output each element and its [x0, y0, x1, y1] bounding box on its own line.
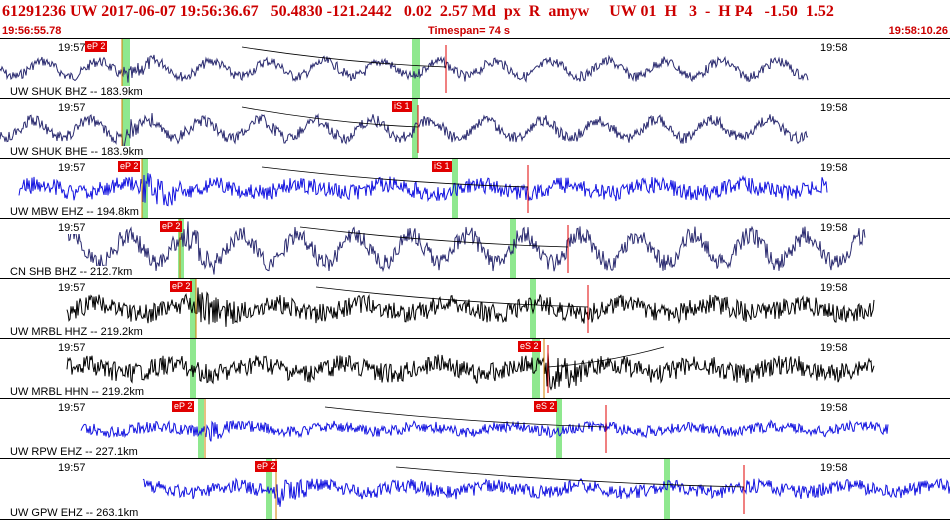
time-tick: 19:57 [58, 282, 86, 294]
coda-curve [261, 166, 529, 188]
phase-pick[interactable]: iS 1 [392, 101, 412, 112]
waveform-3 [66, 219, 866, 279]
coda-curve [315, 286, 589, 308]
seismogram-trace [66, 221, 866, 275]
phase-window [178, 219, 184, 279]
waveform-2 [18, 159, 828, 219]
time-tick: 19:57 [58, 42, 86, 54]
station-label: UW MBW EHZ -- 194.8km [10, 206, 139, 218]
timespan-label: Timespan= 74 s [428, 25, 511, 37]
waveform-1 [0, 99, 809, 159]
station-label: UW MRBL HHN -- 219.2km [10, 386, 145, 398]
time-tick: 19:58 [820, 102, 848, 114]
phase-pick[interactable]: eP 2 [170, 281, 193, 292]
time-tick: 19:58 [820, 162, 848, 174]
event-summary-text: 61291236 UW 2017-06-07 19:56:36.67 50.48… [2, 3, 834, 20]
trace-panel-7[interactable]: 19:57 19:58 eP 2 UW GPW EHZ -- 263.1km [0, 458, 950, 520]
phase-pick[interactable]: iS 1 [432, 161, 452, 172]
time-axis-header: 19:56:55.78 Timespan= 74 s 19:58:10.26 [0, 24, 950, 38]
station-label: UW RPW EHZ -- 227.1km [10, 446, 138, 458]
phase-window [412, 39, 420, 99]
coda-curve [241, 106, 419, 128]
time-tick: 19:57 [58, 222, 86, 234]
phase-window [266, 459, 272, 520]
phase-window [556, 399, 562, 459]
trace-panel-4[interactable]: 19:57 19:58 eP 2 UW MRBL HHZ -- 219.2km [0, 278, 950, 339]
trace-panel-1[interactable]: 19:57 19:58 iS 1 UW SHUK BHE -- 183.9km [0, 98, 950, 159]
time-tick: 19:58 [820, 42, 848, 54]
time-tick: 19:57 [58, 462, 86, 474]
time-tick: 19:58 [820, 462, 848, 474]
time-tick: 19:57 [58, 102, 86, 114]
station-label: UW MRBL HHZ -- 219.2km [10, 326, 143, 338]
station-label: UW SHUK BHE -- 183.9km [10, 146, 144, 158]
trace-panel-2[interactable]: 19:57 19:58 eP 2 iS 1 UW MBW EHZ -- 194.… [0, 158, 950, 219]
seismogram-trace [0, 54, 809, 83]
waveform-7 [142, 459, 950, 520]
trace-panel-3[interactable]: 19:57 19:58 eP 2 CN SHB BHZ -- 212.7km [0, 218, 950, 279]
waveform-6 [80, 399, 889, 459]
phase-pick[interactable]: eP 2 [172, 401, 195, 412]
station-label: CN SHB BHZ -- 212.7km [10, 266, 133, 278]
end-time: 19:58:10.26 [888, 25, 948, 37]
phase-pick[interactable]: eP 2 [160, 221, 183, 232]
waveform-0 [0, 39, 809, 99]
seismogram-trace [66, 352, 875, 391]
trace-panel-6[interactable]: 19:57 19:58 eP 2 eS 2 UW RPW EHZ -- 227.… [0, 398, 950, 459]
phase-window [198, 399, 204, 459]
seismogram-trace [80, 419, 889, 442]
time-tick: 19:58 [820, 342, 848, 354]
seismogram-trace [0, 113, 809, 150]
station-label: UW SHUK BHZ -- 183.9km [10, 86, 143, 98]
phase-window [412, 99, 418, 159]
phase-pick[interactable]: eP 2 [255, 461, 278, 472]
phase-window [452, 159, 458, 219]
coda-curve [324, 406, 607, 428]
phase-window [530, 279, 536, 339]
phase-window [122, 39, 130, 99]
phase-window [190, 339, 196, 399]
start-time: 19:56:55.78 [2, 25, 62, 37]
time-tick: 19:57 [58, 342, 86, 354]
time-tick: 19:58 [820, 402, 848, 414]
event-header-title: 61291236 UW 2017-06-07 19:56:36.67 50.48… [0, 0, 950, 24]
coda-curve [547, 346, 665, 368]
time-tick: 19:58 [820, 282, 848, 294]
phase-pick[interactable]: eS 2 [534, 401, 557, 412]
trace-panel-0[interactable]: 19:57 19:58 eP 2 UW SHUK BHZ -- 183.9km [0, 38, 950, 99]
station-label: UW GPW EHZ -- 263.1km [10, 507, 139, 519]
time-tick: 19:57 [58, 402, 86, 414]
phase-window [122, 99, 130, 159]
waveform-4 [66, 279, 875, 339]
phase-pick[interactable]: eS 2 [518, 341, 541, 352]
time-tick: 19:57 [58, 162, 86, 174]
seismogram-trace [18, 173, 828, 207]
time-tick: 19:58 [820, 222, 848, 234]
phase-pick[interactable]: eP 2 [118, 161, 141, 172]
seismogram-trace [66, 287, 875, 327]
coda-curve [395, 466, 745, 488]
trace-panel-5[interactable]: 19:57 19:58 eS 2 UW MRBL HHN -- 219.2km [0, 338, 950, 399]
coda-curve [241, 46, 447, 68]
phase-pick[interactable]: eP 2 [85, 41, 108, 52]
waveform-5 [66, 339, 875, 399]
seismogram-trace [142, 477, 950, 507]
coda-curve [299, 226, 569, 248]
